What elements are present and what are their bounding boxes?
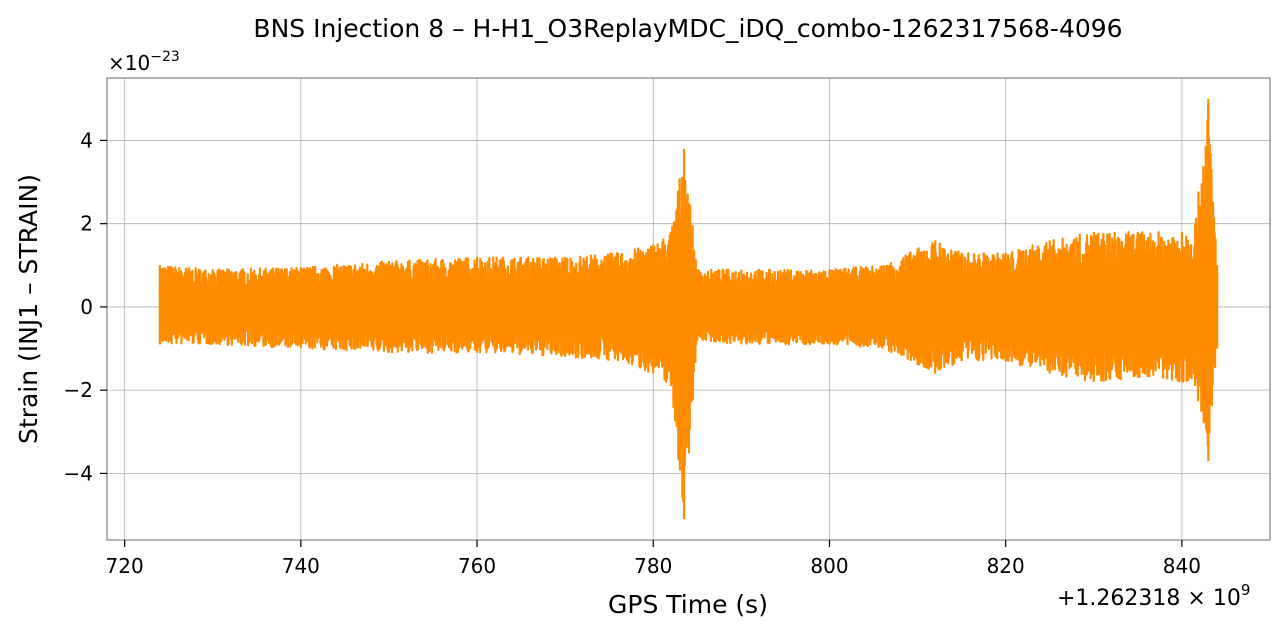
x-tick-label: 760	[458, 554, 496, 578]
y-tick-label: 4	[80, 128, 93, 152]
svg-text:×10−23: ×10−23	[108, 49, 180, 75]
y-tick-label: 0	[80, 295, 93, 319]
plot-area	[158, 98, 1219, 520]
chart-title: BNS Injection 8 – H-H1_O3ReplayMDC_iDQ_c…	[253, 14, 1122, 43]
x-offset-base: +1.262318 × 10	[1057, 586, 1241, 611]
svg-text:+1.262318 × 109: +1.262318 × 109	[1057, 581, 1250, 611]
x-tick-label: 720	[106, 554, 144, 578]
x-offset-label: +1.262318 × 109	[1057, 581, 1250, 611]
y-tick-label: −2	[64, 378, 93, 402]
x-tick-label: 820	[987, 554, 1025, 578]
y-scale-base: ×10	[108, 51, 150, 75]
axes-frame	[106, 77, 1271, 541]
x-tick-label: 780	[634, 554, 672, 578]
x-tick-label: 840	[1163, 554, 1201, 578]
y-tick-label: 2	[80, 212, 93, 236]
y-scale-multiplier: ×10−23	[108, 49, 180, 75]
strain-series-line	[158, 103, 1219, 502]
y-tick-label: −4	[64, 461, 93, 485]
x-offset-exponent: 9	[1241, 581, 1251, 599]
x-axis-label: GPS Time (s)	[608, 590, 768, 619]
x-tick-label: 740	[282, 554, 320, 578]
y-scale-exponent: −23	[150, 49, 180, 65]
y-axis-ticks: −4 −2 0 2 4	[64, 128, 107, 485]
x-tick-label: 800	[810, 554, 848, 578]
y-axis-label: Strain (INJ1 – STRAIN)	[14, 174, 43, 444]
x-axis-ticks: 720 740 760 780 800 820 840	[106, 540, 1201, 578]
